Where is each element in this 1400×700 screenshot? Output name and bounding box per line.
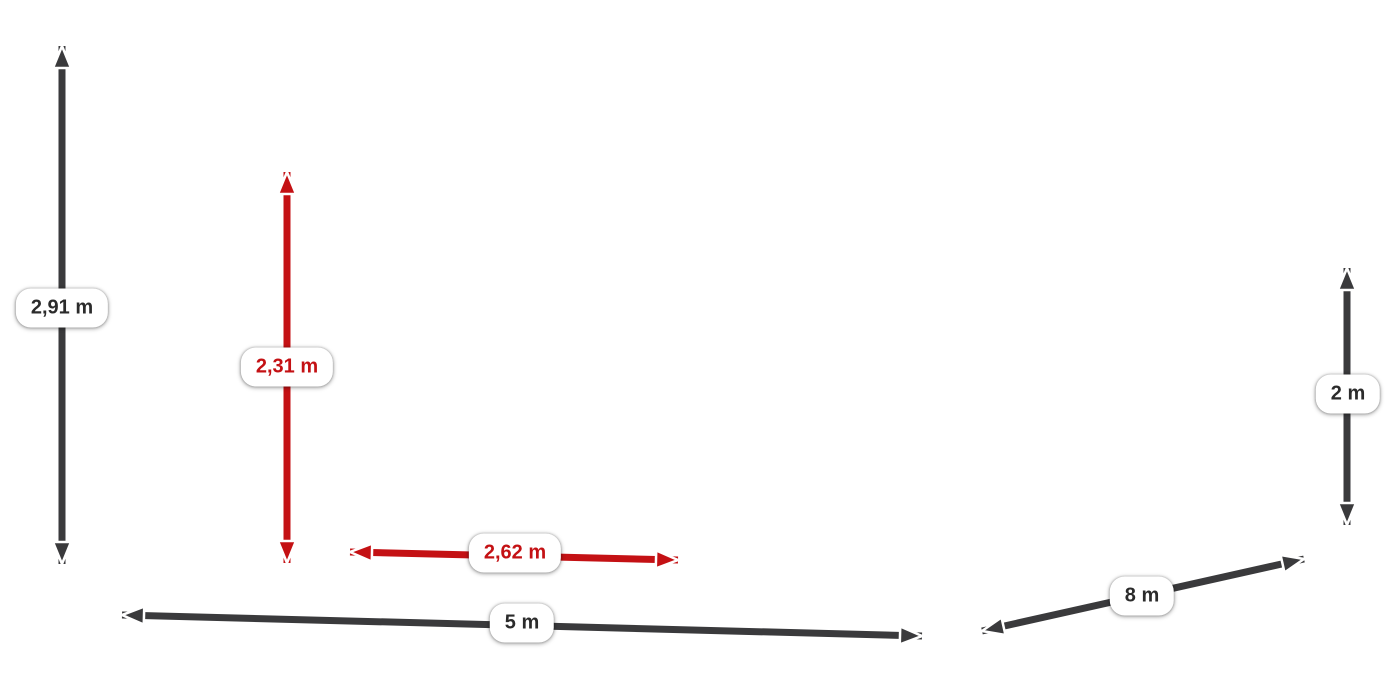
measurement-label-2-31m[interactable]: 2,31 m	[240, 347, 334, 387]
measurement-label-2-91m[interactable]: 2,91 m	[15, 288, 109, 328]
measurement-label-2-62m[interactable]: 2,62 m	[468, 533, 562, 573]
measurement-label-2m[interactable]: 2 m	[1315, 374, 1381, 414]
measurement-label-5m[interactable]: 5 m	[489, 603, 555, 643]
measurement-label-8m[interactable]: 8 m	[1109, 576, 1175, 616]
